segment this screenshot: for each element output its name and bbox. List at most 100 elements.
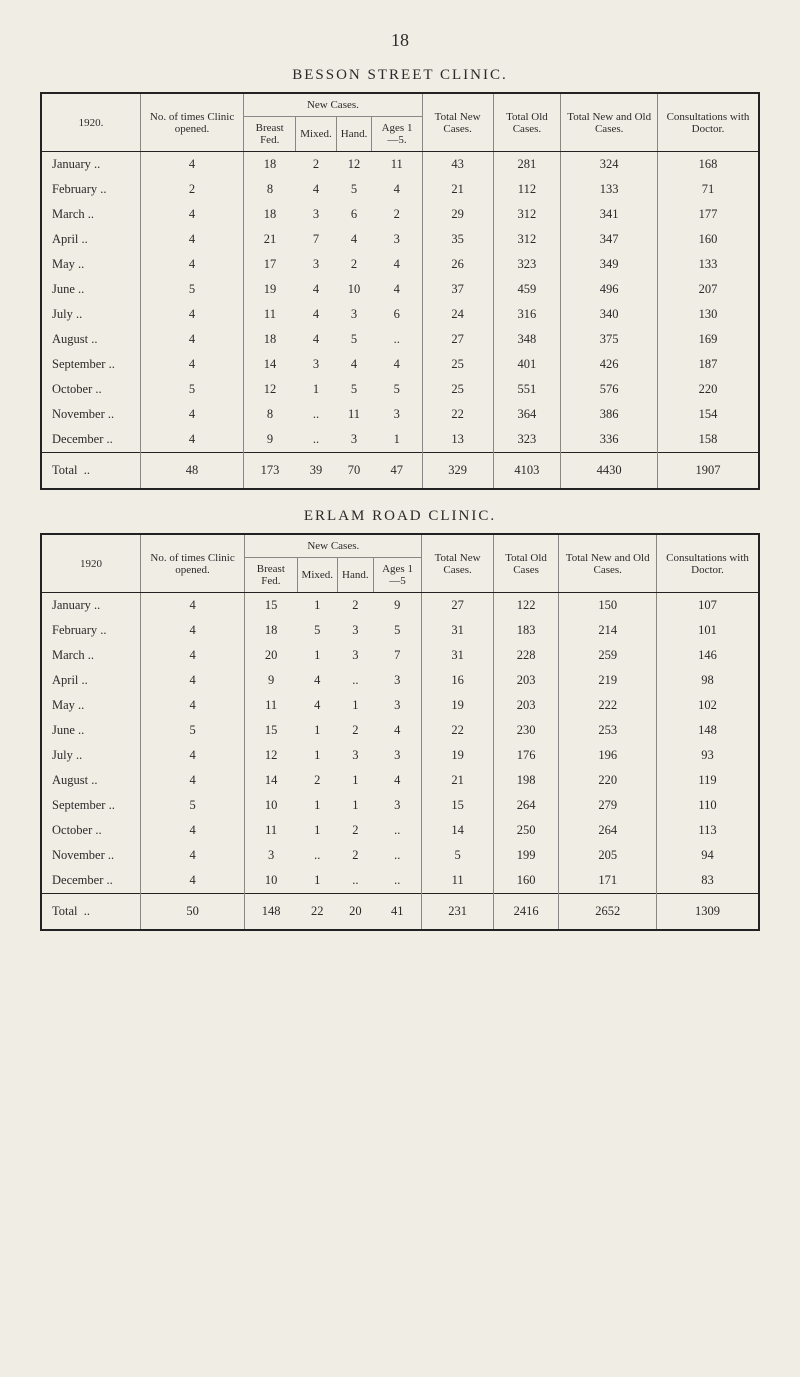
table2-body: January ..41512927122150107February ..41… — [41, 593, 759, 894]
opened-cell: 5 — [141, 793, 245, 818]
tall-cell: 259 — [559, 643, 657, 668]
total-breast: 173 — [244, 453, 296, 490]
opened-cell: 2 — [141, 177, 244, 202]
total-consul: 1907 — [658, 453, 759, 490]
th-hand: Hand. — [338, 558, 374, 593]
opened-cell: 4 — [141, 593, 245, 619]
tnew-cell: 35 — [422, 227, 493, 252]
told-cell: 183 — [493, 618, 559, 643]
breast-cell: 15 — [245, 593, 297, 619]
total-label: Total .. — [41, 453, 141, 490]
ages-cell: .. — [373, 818, 422, 843]
month-cell: September .. — [41, 793, 141, 818]
told-cell: 323 — [493, 427, 561, 453]
total-hand: 70 — [336, 453, 372, 490]
hand-cell: 5 — [336, 177, 372, 202]
mixed-cell: 1 — [297, 593, 337, 619]
told-cell: 348 — [493, 327, 561, 352]
tall-cell: 150 — [559, 593, 657, 619]
ages-cell: 5 — [373, 618, 422, 643]
hand-cell: 1 — [338, 693, 374, 718]
ages-cell: 6 — [372, 302, 422, 327]
hand-cell: 3 — [336, 427, 372, 453]
opened-cell: 4 — [141, 768, 245, 793]
month-cell: May .. — [41, 252, 141, 277]
told-cell: 203 — [493, 693, 559, 718]
table2-total-row: Total .. 50 148 22 20 41 231 2416 2652 1… — [41, 894, 759, 931]
month-cell: June .. — [41, 718, 141, 743]
mixed-cell: 1 — [297, 743, 337, 768]
tnew-cell: 19 — [422, 743, 493, 768]
ages-cell: 1 — [372, 427, 422, 453]
table-row: April ..42174335312347160 — [41, 227, 759, 252]
th-year: 1920 — [41, 534, 141, 593]
mixed-cell: 4 — [296, 177, 336, 202]
total-told: 2416 — [493, 894, 559, 931]
th-ages: Ages 1—5. — [372, 117, 422, 152]
table-row: September ..51011315264279110 — [41, 793, 759, 818]
ages-cell: 3 — [373, 743, 422, 768]
th-mixed: Mixed. — [296, 117, 336, 152]
hand-cell: 3 — [336, 302, 372, 327]
th-totalold: Total Old Cases. — [493, 93, 561, 152]
mixed-cell: 1 — [297, 718, 337, 743]
table1-body: January ..4182121143281324168February ..… — [41, 152, 759, 453]
month-cell: April .. — [41, 227, 141, 252]
mixed-cell: 1 — [297, 793, 337, 818]
total-breast: 148 — [245, 894, 297, 931]
told-cell: 551 — [493, 377, 561, 402]
mixed-cell: 2 — [296, 152, 336, 178]
table-row: May ..41732426323349133 — [41, 252, 759, 277]
told-cell: 176 — [493, 743, 559, 768]
ages-cell: 3 — [373, 693, 422, 718]
mixed-cell: .. — [296, 427, 336, 453]
tall-cell: 133 — [561, 177, 658, 202]
ages-cell: 3 — [372, 402, 422, 427]
breast-cell: 18 — [245, 618, 297, 643]
told-cell: 112 — [493, 177, 561, 202]
consul-cell: 168 — [658, 152, 759, 178]
tnew-cell: 26 — [422, 252, 493, 277]
consul-cell: 98 — [657, 668, 759, 693]
hand-cell: 1 — [338, 793, 374, 818]
total-mixed: 22 — [297, 894, 337, 931]
consul-cell: 130 — [658, 302, 759, 327]
month-cell: March .. — [41, 202, 141, 227]
mixed-cell: 4 — [296, 302, 336, 327]
table2-title: ERLAM ROAD CLINIC. — [40, 508, 760, 525]
hand-cell: 3 — [338, 618, 374, 643]
hand-cell: 2 — [338, 718, 374, 743]
told-cell: 364 — [493, 402, 561, 427]
table1-total-row: Total .. 48 173 39 70 47 329 4103 4430 1… — [41, 453, 759, 490]
opened-cell: 4 — [141, 302, 244, 327]
mixed-cell: 1 — [297, 868, 337, 894]
breast-cell: 3 — [245, 843, 297, 868]
mixed-cell: 3 — [296, 252, 336, 277]
total-tall: 4430 — [561, 453, 658, 490]
told-cell: 323 — [493, 252, 561, 277]
month-cell: February .. — [41, 177, 141, 202]
tnew-cell: 13 — [422, 427, 493, 453]
breast-cell: 17 — [244, 252, 296, 277]
month-cell: October .. — [41, 377, 141, 402]
month-cell: October .. — [41, 818, 141, 843]
breast-cell: 18 — [244, 327, 296, 352]
hand-cell: 4 — [336, 227, 372, 252]
th-totalnew: Total New Cases. — [422, 93, 493, 152]
total-ages: 47 — [372, 453, 422, 490]
table-row: February ..41853531183214101 — [41, 618, 759, 643]
consul-cell: 71 — [658, 177, 759, 202]
hand-cell: 3 — [338, 743, 374, 768]
table-row: January ..41512927122150107 — [41, 593, 759, 619]
mixed-cell: 3 — [296, 202, 336, 227]
told-cell: 264 — [493, 793, 559, 818]
table-row: March ..42013731228259146 — [41, 643, 759, 668]
breast-cell: 19 — [244, 277, 296, 302]
tnew-cell: 37 — [422, 277, 493, 302]
tnew-cell: 14 — [422, 818, 493, 843]
consul-cell: 113 — [657, 818, 759, 843]
table1-total-body: Total .. 48 173 39 70 47 329 4103 4430 1… — [41, 453, 759, 490]
opened-cell: 4 — [141, 693, 245, 718]
hand-cell: .. — [338, 868, 374, 894]
table-row: September ..41434425401426187 — [41, 352, 759, 377]
